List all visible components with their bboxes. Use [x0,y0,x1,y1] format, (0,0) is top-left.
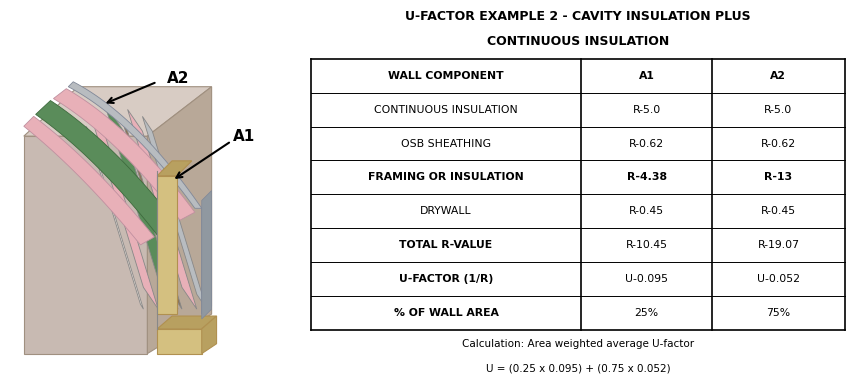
Text: A1: A1 [638,71,654,81]
Polygon shape [24,136,147,354]
Polygon shape [68,82,201,208]
Text: A2: A2 [167,71,190,86]
Text: R-5.0: R-5.0 [632,105,660,115]
Text: WALL COMPONENT: WALL COMPONENT [388,71,504,81]
Polygon shape [24,87,212,136]
Text: FRAMING OR INSULATION: FRAMING OR INSULATION [368,173,524,182]
Polygon shape [24,116,155,245]
Polygon shape [143,116,207,309]
Polygon shape [123,125,182,309]
Text: CONTINUOUS INSULATION: CONTINUOUS INSULATION [374,105,518,115]
Text: OSB SHEATHING: OSB SHEATHING [401,139,491,149]
Text: U = (0.25 x 0.095) + (0.75 x 0.052): U = (0.25 x 0.095) + (0.75 x 0.052) [485,364,671,374]
Polygon shape [89,109,158,309]
Text: U-0.052: U-0.052 [757,274,800,284]
Polygon shape [201,316,217,354]
Text: TOTAL R-VALUE: TOTAL R-VALUE [400,240,493,250]
Text: A2: A2 [770,71,786,81]
Text: % OF WALL AREA: % OF WALL AREA [394,308,498,318]
Text: R-10.45: R-10.45 [626,240,667,250]
Text: 75%: 75% [767,308,791,318]
Text: Calculation: Area weighted average U-factor: Calculation: Area weighted average U-fac… [462,339,694,349]
Polygon shape [104,101,178,309]
Text: R-0.62: R-0.62 [761,139,796,149]
Text: U-FACTOR (1/R): U-FACTOR (1/R) [399,274,493,284]
Polygon shape [201,190,212,319]
Text: CONTINUOUS INSULATION: CONTINUOUS INSULATION [487,35,669,48]
Polygon shape [128,109,197,309]
Text: R-0.62: R-0.62 [629,139,664,149]
Text: U-0.095: U-0.095 [625,274,668,284]
Text: R-0.45: R-0.45 [629,206,664,216]
Text: 25%: 25% [634,308,659,318]
Text: R-0.45: R-0.45 [761,206,796,216]
Polygon shape [157,329,201,354]
Text: DRYWALL: DRYWALL [420,206,472,216]
Text: R-13: R-13 [764,173,792,182]
Polygon shape [201,200,212,314]
Text: R-19.07: R-19.07 [757,240,800,250]
Text: R-5.0: R-5.0 [764,105,792,115]
Polygon shape [36,101,176,235]
Polygon shape [147,87,212,354]
Polygon shape [157,176,177,314]
Text: U-FACTOR EXAMPLE 2 - CAVITY INSULATION PLUS: U-FACTOR EXAMPLE 2 - CAVITY INSULATION P… [405,10,751,22]
Polygon shape [157,161,192,176]
Polygon shape [157,316,217,329]
Text: A1: A1 [234,129,256,144]
Text: R-4.38: R-4.38 [626,173,666,182]
Polygon shape [86,126,144,309]
Polygon shape [54,89,195,220]
